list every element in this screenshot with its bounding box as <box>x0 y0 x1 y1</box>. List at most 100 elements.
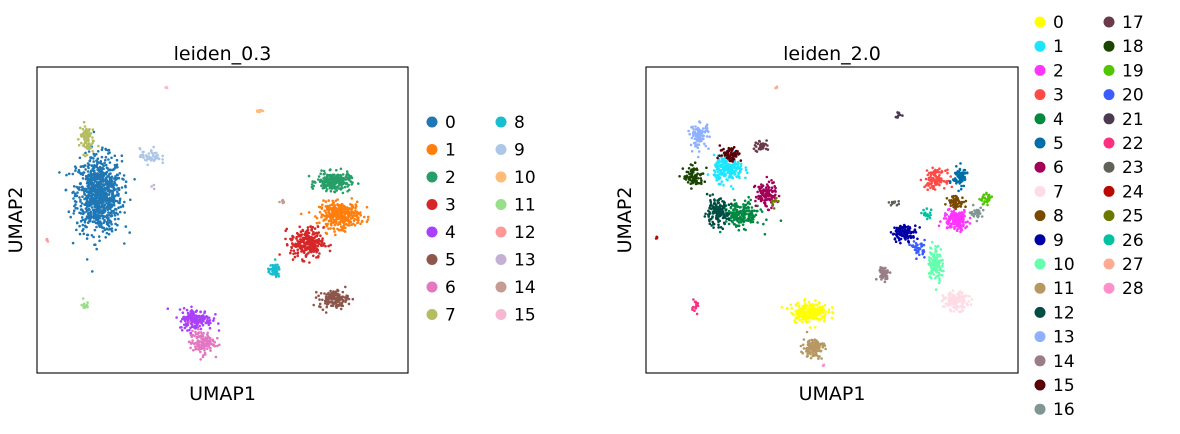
data-point <box>78 211 81 215</box>
data-point <box>322 177 325 180</box>
data-point <box>98 215 101 218</box>
data-point <box>733 198 736 202</box>
data-point <box>929 272 932 275</box>
data-point <box>954 172 958 176</box>
data-point <box>322 180 325 183</box>
data-point <box>729 152 733 155</box>
data-point <box>684 175 687 178</box>
data-point <box>765 218 768 221</box>
data-point <box>704 126 707 130</box>
data-point <box>940 169 944 173</box>
data-point <box>314 240 318 244</box>
data-point <box>201 334 204 337</box>
data-point <box>984 197 987 200</box>
data-point <box>770 206 773 210</box>
data-point <box>764 204 767 208</box>
data-point <box>966 220 969 223</box>
data-point <box>905 232 908 236</box>
data-point <box>88 190 91 193</box>
data-point <box>710 207 713 211</box>
data-point <box>199 327 203 331</box>
legend-item-27: 27 <box>1103 255 1144 275</box>
data-point <box>801 343 805 347</box>
data-point <box>767 193 770 197</box>
data-point <box>725 217 728 220</box>
data-point <box>802 347 806 350</box>
data-point <box>258 110 262 114</box>
data-point <box>941 264 944 268</box>
data-point <box>83 164 86 167</box>
data-point <box>93 243 96 247</box>
data-point <box>110 180 114 183</box>
data-point <box>908 243 911 246</box>
data-point <box>110 199 113 203</box>
data-point <box>919 178 923 182</box>
data-point <box>973 209 976 212</box>
data-point <box>880 270 883 274</box>
data-point <box>315 256 318 259</box>
data-point <box>93 195 97 198</box>
data-point <box>105 200 108 203</box>
data-point <box>937 271 941 275</box>
data-point <box>695 168 699 172</box>
data-point <box>904 236 907 240</box>
data-point <box>785 307 789 311</box>
data-point <box>718 219 721 223</box>
data-point <box>301 250 305 253</box>
data-point <box>739 162 743 166</box>
data-point <box>109 228 113 231</box>
data-point <box>108 177 112 180</box>
data-point <box>747 195 750 199</box>
data-point <box>334 294 337 297</box>
data-point <box>922 243 926 247</box>
data-point <box>655 235 658 239</box>
data-point <box>708 135 711 138</box>
data-point <box>291 258 295 261</box>
data-point <box>901 225 905 229</box>
data-point <box>939 220 942 223</box>
cluster-18-points <box>678 161 708 190</box>
data-point <box>708 218 711 221</box>
data-point <box>93 205 96 209</box>
data-point <box>96 157 100 160</box>
data-point <box>146 163 149 167</box>
data-point <box>203 347 206 350</box>
data-point <box>118 201 121 205</box>
data-point <box>82 143 86 146</box>
data-point <box>728 218 731 222</box>
legend-label: 13 <box>1053 328 1075 348</box>
data-point <box>715 161 718 164</box>
data-point <box>201 317 205 320</box>
data-point <box>981 196 985 199</box>
data-point <box>96 150 100 153</box>
legend-marker <box>1103 16 1115 28</box>
data-point <box>291 237 294 240</box>
data-point <box>952 205 955 209</box>
cluster-27-points <box>774 85 779 90</box>
data-point <box>331 173 335 177</box>
data-point <box>81 209 84 212</box>
data-point <box>210 342 213 346</box>
data-point <box>968 216 972 220</box>
data-point <box>296 254 300 258</box>
data-point <box>96 162 99 165</box>
data-point <box>819 349 823 353</box>
data-point <box>758 140 761 143</box>
data-point <box>190 305 193 309</box>
data-point <box>273 269 277 273</box>
data-point <box>206 347 209 351</box>
data-point <box>87 129 91 132</box>
cluster-6-points <box>752 175 781 212</box>
data-point <box>904 229 907 233</box>
data-point <box>801 310 805 313</box>
data-point <box>86 301 89 304</box>
data-point <box>925 207 929 210</box>
data-point <box>93 164 96 167</box>
data-point <box>205 321 209 324</box>
data-point <box>956 196 959 200</box>
data-point <box>761 189 765 193</box>
data-point <box>207 341 211 345</box>
data-point <box>943 187 946 190</box>
data-point <box>103 218 106 222</box>
legend-label: 10 <box>514 168 536 188</box>
